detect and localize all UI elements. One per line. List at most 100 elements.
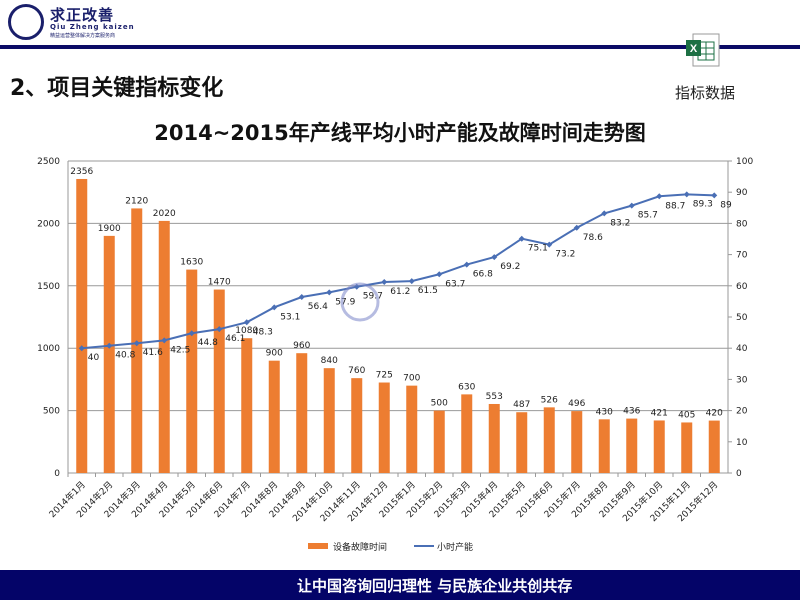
- bar: [186, 269, 198, 473]
- bar: [488, 403, 500, 473]
- svg-text:X: X: [690, 43, 698, 55]
- bar-value-label: 1470: [208, 278, 231, 288]
- line-marker: [436, 271, 443, 278]
- legend-label-line: 小时产能: [437, 541, 473, 553]
- bar: [158, 220, 170, 473]
- line-marker: [491, 254, 498, 261]
- y-right-tick-label: 60: [736, 282, 748, 292]
- line-marker: [711, 192, 718, 199]
- line-value-label: 53.1: [280, 312, 300, 322]
- y-right-tick-label: 70: [736, 251, 748, 261]
- bar: [378, 382, 390, 473]
- bar-value-label: 725: [376, 371, 393, 381]
- line-value-label: 61.5: [418, 286, 438, 296]
- y-left-tick-label: 500: [43, 407, 60, 417]
- line-value-label: 63.7: [445, 279, 465, 289]
- bar: [598, 419, 610, 473]
- line-value-label: 78.6: [583, 233, 603, 243]
- bar: [543, 407, 555, 473]
- line-value-label: 42.5: [170, 345, 190, 355]
- bar-value-label: 421: [651, 408, 668, 418]
- y-right-tick-label: 10: [736, 438, 748, 448]
- line-value-label: 89: [720, 200, 732, 210]
- bar: [708, 420, 720, 473]
- y-right-tick-label: 50: [736, 313, 748, 323]
- bar-value-label: 1080: [235, 326, 258, 336]
- line-value-label: 46.1: [225, 334, 245, 344]
- bar-value-label: 1900: [98, 224, 121, 234]
- bar-value-label: 960: [293, 341, 310, 351]
- chart-title: 2014~2015年产线平均小时产能及故障时间走势图: [154, 121, 646, 145]
- bar-value-label: 840: [321, 356, 338, 366]
- series-line: [81, 193, 715, 350]
- y-left-tick-label: 0: [54, 469, 60, 479]
- line-value-label: 59.7: [363, 292, 383, 302]
- logo-emblem: [8, 4, 44, 40]
- y-left-tick-label: 1500: [37, 282, 60, 292]
- line-marker: [161, 337, 168, 344]
- bar-value-label: 2020: [153, 209, 176, 219]
- watermark-logo: [340, 280, 470, 329]
- line-value-label: 56.4: [308, 302, 328, 312]
- bar: [213, 289, 225, 473]
- y-right-tick-label: 40: [736, 344, 748, 354]
- bar: [406, 385, 418, 473]
- legend-label-bars: 设备故障时间: [333, 541, 387, 553]
- logo-english: Qiu Zheng kaizen: [50, 23, 135, 31]
- bar-value-label: 1630: [180, 258, 203, 268]
- line-value-label: 61.2: [390, 287, 410, 297]
- footer-slogan: 让中国咨询回归理性 与民族企业共创共存: [297, 577, 573, 595]
- logo-tagline: 精益运营整体解决方案服务商: [50, 33, 116, 39]
- logo-name: 求正改善: [50, 6, 115, 24]
- bar-value-label: 760: [348, 366, 365, 376]
- y-left-tick-label: 1000: [37, 344, 60, 354]
- line-value-label: 40: [88, 353, 100, 363]
- bar-value-label: 496: [568, 399, 585, 409]
- attachment-label[interactable]: 指标数据: [674, 84, 735, 102]
- line-marker: [573, 224, 580, 231]
- line-value-label: 85.7: [638, 211, 658, 221]
- line-marker: [601, 210, 608, 217]
- line-marker: [271, 304, 278, 311]
- line-marker: [216, 326, 223, 333]
- combo-chart: 0 500 1000 1500 2000 2500 0 10 20 30 40 50 60 70 80 90 1…: [37, 157, 753, 553]
- bar-value-label: 500: [431, 399, 448, 409]
- line-marker: [106, 342, 113, 349]
- bar-value-label: 526: [541, 395, 558, 405]
- bar: [681, 422, 693, 473]
- bar-value-label: 2356: [70, 167, 93, 177]
- line-marker: [518, 235, 525, 242]
- excel-file-icon[interactable]: X: [685, 32, 721, 68]
- line-value-label: 88.7: [665, 201, 685, 211]
- line-marker: [133, 340, 140, 347]
- line-value-label: 41.6: [143, 348, 163, 358]
- header-divider: [0, 45, 800, 49]
- line-value-label: 66.8: [473, 270, 493, 280]
- bar: [296, 353, 308, 473]
- y-right-tick-label: 30: [736, 375, 748, 385]
- y-right-tick-label: 90: [736, 188, 748, 198]
- bar: [323, 368, 335, 473]
- y-right-tick-label: 80: [736, 219, 748, 229]
- y-right-tick-label: 0: [736, 469, 742, 479]
- bar-value-label: 436: [623, 407, 640, 417]
- bar-value-label: 430: [596, 407, 613, 417]
- bar: [571, 411, 583, 473]
- bar: [76, 178, 88, 474]
- footer-bar: 让中国咨询回归理性 与民族企业共创共存: [0, 570, 800, 600]
- line-marker: [298, 294, 305, 301]
- bar: [516, 412, 528, 473]
- bar-value-label: 405: [678, 410, 695, 420]
- bar-value-label: 630: [458, 382, 475, 392]
- y-left-tick-label: 2000: [37, 219, 60, 229]
- line-marker: [683, 191, 690, 198]
- bar-value-label: 553: [486, 392, 503, 402]
- y-right-tick-label: 20: [736, 407, 748, 417]
- bar-value-label: 2120: [125, 196, 148, 206]
- line-marker: [656, 193, 663, 200]
- y-left-tick-label: 2500: [37, 157, 60, 167]
- line-value-label: 44.8: [198, 338, 218, 348]
- bar: [268, 360, 280, 473]
- line-value-label: 57.9: [335, 297, 355, 307]
- bar-value-label: 487: [513, 400, 530, 410]
